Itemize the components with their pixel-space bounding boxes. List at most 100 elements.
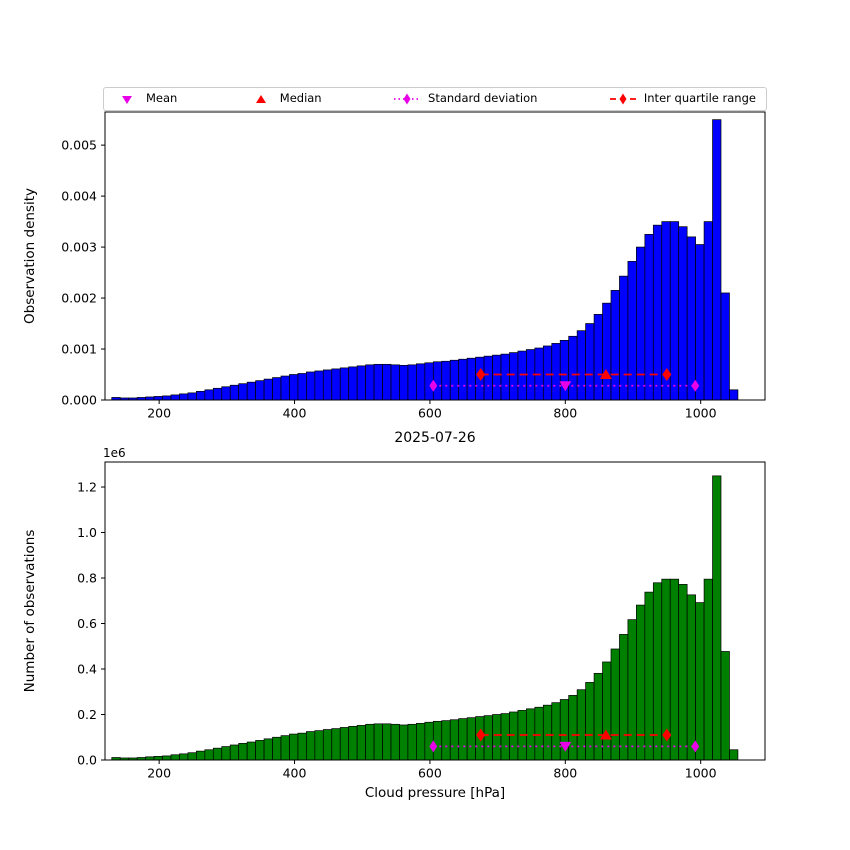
x-tick-label: 800 — [553, 406, 577, 421]
histogram-bar — [272, 377, 282, 401]
mean-marker — [559, 381, 572, 392]
triangle-down-icon — [122, 96, 132, 104]
histogram-bar — [246, 741, 256, 761]
histogram-bar — [348, 725, 358, 761]
histogram-bar — [153, 396, 163, 401]
histogram-bar — [720, 651, 730, 761]
iqr-end-marker — [662, 368, 672, 382]
histogram-bar — [382, 363, 392, 401]
histogram-bar — [551, 343, 561, 401]
histogram-bar — [416, 723, 426, 761]
histogram-bar — [416, 363, 426, 401]
histogram-bar — [179, 393, 189, 401]
histogram-bar — [551, 702, 561, 761]
histogram-bar — [170, 754, 180, 761]
x-tick-label: 200 — [147, 406, 171, 421]
legend: Mean Median Standard deviation Inter qua… — [103, 87, 767, 111]
histogram-bar — [559, 699, 570, 761]
iqr-marker-icon — [609, 93, 636, 105]
histogram-bar — [534, 706, 544, 761]
histogram-bar — [695, 602, 705, 761]
histogram-bar — [263, 738, 273, 761]
x-tick-label: 800 — [553, 766, 577, 781]
x-tick-label: 200 — [147, 766, 171, 781]
histogram-bar — [500, 713, 510, 761]
histogram-bar — [204, 749, 214, 761]
histogram-bar — [720, 292, 730, 401]
y-tick-label: 0.2 — [77, 707, 97, 722]
histogram-bar — [712, 119, 722, 401]
histogram-bar — [466, 357, 476, 401]
density-histogram-bars — [111, 119, 739, 401]
std-dev-end-marker — [429, 379, 438, 392]
axes-border — [104, 111, 766, 401]
histogram-bar — [568, 335, 578, 401]
mean-marker-icon — [122, 96, 132, 104]
std-dev-end-marker — [429, 740, 438, 753]
histogram-bar — [619, 275, 629, 401]
histogram-bar — [619, 634, 629, 761]
iqr-end-marker — [476, 728, 486, 742]
histogram-bar — [593, 314, 603, 401]
histogram-bar — [399, 364, 409, 401]
histogram-bar — [703, 221, 713, 401]
histogram-bar — [559, 340, 570, 401]
histogram-bar — [322, 369, 333, 401]
histogram-bar — [627, 261, 637, 401]
histogram-bar — [407, 723, 417, 761]
histogram-bar — [509, 711, 519, 761]
diamond-icon — [403, 93, 411, 105]
histogram-bar — [255, 380, 265, 401]
histogram-bar — [263, 378, 273, 401]
y-tick-label: 0.8 — [77, 571, 97, 586]
bottom-y-axis-label: Number of observations — [22, 529, 38, 693]
histogram-bar — [695, 244, 705, 401]
top-y-axis-label: Observation density — [22, 188, 38, 324]
histogram-bar — [221, 746, 231, 761]
histogram-bar — [212, 747, 223, 761]
histogram-bar — [306, 731, 316, 761]
histogram-bar — [246, 381, 256, 401]
counts-histogram: 200 400 600 800 1000 0.0 0.2 0.4 0.6 0.8 1.0 1.2 — [77, 461, 766, 781]
histogram-bar — [229, 384, 240, 401]
std-dev-marker-icon — [394, 93, 421, 105]
histogram-bar — [187, 392, 197, 401]
histogram-bar — [196, 750, 206, 761]
counts-histogram-bars — [111, 475, 739, 761]
histogram-bar — [686, 594, 696, 761]
histogram-bar — [289, 374, 299, 401]
y-tick-label: 0.4 — [77, 662, 97, 677]
histogram-bar — [449, 359, 460, 401]
iqr-end-marker — [476, 368, 486, 382]
histogram-bar — [424, 362, 434, 401]
histogram-bar — [669, 221, 680, 401]
histogram-bar — [356, 725, 366, 761]
histogram-bar — [153, 756, 163, 761]
figure-title: 2025-07-26 — [394, 430, 476, 446]
y-tick-label: 0.000 — [61, 393, 97, 408]
median-marker — [599, 729, 612, 740]
histogram-bar — [382, 723, 392, 761]
y-axis-offset-text: 1e6 — [103, 446, 126, 460]
histogram-bar — [221, 386, 231, 401]
histogram-bar — [542, 345, 553, 401]
iqr-end-marker — [662, 728, 672, 742]
histogram-bar — [322, 729, 333, 761]
legend-label-iqr: Inter quartile range — [643, 91, 756, 106]
median-marker-icon — [255, 95, 266, 103]
x-tick-label: 1000 — [685, 406, 717, 421]
histogram-bar — [576, 689, 586, 761]
histogram-bar — [373, 363, 383, 401]
x-tick-label: 1000 — [685, 766, 717, 781]
histogram-bar — [238, 743, 248, 761]
histogram-bar — [314, 730, 324, 761]
histogram-bar — [729, 389, 739, 401]
histogram-bar — [636, 604, 646, 761]
histogram-bar — [492, 354, 502, 401]
histogram-bar — [331, 368, 341, 401]
histogram-bar — [390, 364, 400, 401]
histogram-bar — [187, 752, 197, 761]
y-tick-label: 0.0 — [77, 753, 97, 768]
histogram-bar — [179, 753, 189, 761]
